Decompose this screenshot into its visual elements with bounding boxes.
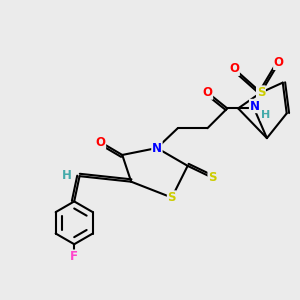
Text: S: S — [167, 191, 176, 204]
Text: O: O — [202, 86, 212, 99]
Text: O: O — [274, 56, 284, 69]
Text: N: N — [250, 100, 260, 112]
Text: S: S — [208, 171, 217, 184]
Text: N: N — [152, 142, 162, 154]
Text: O: O — [229, 62, 239, 75]
Text: H: H — [62, 169, 72, 182]
Text: O: O — [95, 136, 106, 148]
Text: H: H — [261, 110, 270, 120]
Text: F: F — [70, 250, 78, 263]
Text: S: S — [257, 86, 265, 99]
